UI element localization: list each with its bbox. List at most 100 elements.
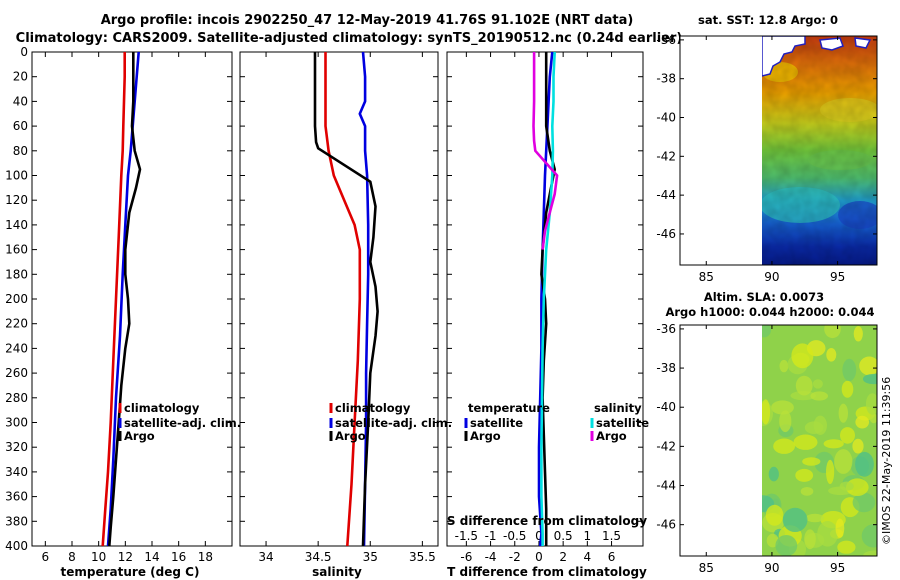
sla-blob: [835, 518, 845, 538]
sla-blob: [762, 325, 771, 338]
legend-label-t-argo: Argo: [470, 429, 501, 443]
sla-blob: [802, 457, 821, 466]
map-x-tick-label: 85: [699, 270, 714, 284]
sla-blob: [779, 410, 792, 433]
x-tick-label: 6: [608, 550, 616, 564]
series-line-argo: [108, 52, 142, 547]
x-tick-label: 10: [91, 550, 106, 564]
sla-blob: [775, 535, 798, 556]
sla-blob: [795, 375, 813, 396]
series-line-climatology: [101, 52, 126, 547]
depth-tick-label: 380: [5, 514, 28, 528]
map-y-tick-label: -42: [656, 439, 676, 453]
difference-panel: -6 -1.5 -4 -1 -2 -0.5 0 0 2 0.5 4 1 6 1.5: [447, 51, 643, 564]
x-tick-label: -6: [460, 550, 472, 564]
sla-blob: [765, 504, 784, 526]
x-tick-label: 18: [198, 550, 213, 564]
difference-legend: temperature satellite Argo salinity sate…: [464, 401, 649, 443]
depth-tick-label: 240: [5, 341, 28, 355]
legend-title-salinity: salinity: [594, 401, 642, 415]
x-tick-label: 4: [584, 550, 592, 564]
s-tick-label: -0.5: [503, 529, 526, 543]
sla-blob: [839, 481, 854, 491]
sla-blob: [773, 438, 795, 454]
legend-label-satellite-adj: satellite-adj. clim.: [124, 416, 241, 430]
difference-xlabel-t: T difference from climatology: [447, 565, 647, 579]
sla-blob: [862, 373, 877, 385]
map-x-tick-label: 95: [830, 561, 845, 575]
salinity-plot-frame: [239, 51, 439, 547]
sla-blob: [813, 415, 827, 435]
sla-anomaly-blobs: [762, 325, 877, 556]
sla-blob: [834, 449, 853, 474]
sla-blob: [855, 415, 869, 429]
x-tick-label: 35: [363, 550, 378, 564]
x-tick-label: 6: [42, 550, 50, 564]
sst-map-title: sat. SST: 12.8 Argo: 0: [698, 13, 838, 27]
x-tick-label: 2: [559, 550, 567, 564]
sla-blob: [855, 451, 874, 477]
sla-blob: [800, 487, 814, 496]
depth-tick-label: 320: [5, 440, 28, 454]
map-y-tick-label: -46: [656, 227, 676, 241]
depth-tick-label: 260: [5, 366, 28, 380]
depth-tick-label: 60: [13, 119, 28, 133]
temperature-legend: climatology satellite-adj. clim. Argo: [118, 401, 241, 443]
sst-cloud-mask: [762, 36, 806, 77]
sla-blob: [790, 391, 816, 401]
sla-blob: [852, 438, 864, 454]
sla-blob: [863, 550, 877, 556]
legend-label-argo: Argo: [124, 429, 155, 443]
s-tick-label: -1: [485, 529, 497, 543]
legend-label-t-satellite: satellite: [470, 416, 523, 430]
map-x-tick-label: 95: [830, 270, 845, 284]
depth-tick-label: 0: [20, 45, 28, 59]
legend-label-satellite-adj: satellite-adj. clim.: [335, 416, 452, 430]
series-line-temperature-argo: [540, 52, 557, 546]
sla-blob: [841, 380, 854, 398]
sla-blob: [782, 507, 808, 532]
sst-field: [762, 36, 877, 265]
sla-blob: [852, 492, 876, 513]
map-y-tick-label: -44: [656, 188, 676, 202]
depth-tick-label: 180: [5, 267, 28, 281]
series-line-satellite-adj-clim-: [106, 51, 140, 547]
s-tick-label: 0: [535, 529, 543, 543]
difference-xlabel-s: S difference from climatology: [447, 514, 647, 528]
sla-blob: [846, 478, 869, 497]
depth-tick-label: 300: [5, 416, 28, 430]
sla-blob: [779, 359, 789, 373]
depth-tick-label: 400: [5, 539, 28, 553]
x-tick-label: -4: [485, 550, 497, 564]
sla-blob: [804, 529, 816, 550]
s-tick-label: 1: [584, 529, 592, 543]
sla-blob: [853, 326, 863, 342]
sst-cloud-mask: [854, 37, 872, 49]
sla-blob: [810, 391, 828, 401]
sla-blob: [793, 434, 818, 450]
depth-axis: 0 20 40 60 80 100 120 140 160 180 200 220 240 260 280 3…: [5, 45, 28, 553]
sla-blob: [823, 439, 844, 449]
depth-tick-label: 200: [5, 292, 28, 306]
x-tick-label: 0: [535, 550, 543, 564]
sla-blob: [791, 343, 814, 369]
legend-title-temperature: temperature: [468, 401, 550, 415]
temperature-panel: 6 8 10 12 14 16 18: [32, 51, 232, 564]
x-tick-label: 12: [118, 550, 133, 564]
depth-tick-label: 360: [5, 490, 28, 504]
sla-map-title-1: Altim. SLA: 0.0073: [704, 290, 824, 304]
sla-blob: [768, 466, 779, 482]
depth-tick-label: 160: [5, 243, 28, 257]
map-x-tick-label: 90: [764, 561, 779, 575]
series-line-satellite-adj-clim-: [358, 51, 370, 547]
sla-blob: [861, 524, 877, 548]
x-tick-label: 35.5: [409, 550, 436, 564]
series-line-salinity-satellite: [540, 51, 556, 546]
map-x-tick-label: 90: [764, 270, 779, 284]
salinity-panel: 34 34.5 35 35.5: [240, 51, 438, 564]
sst-map-axes: 85 90 95 -36 -38 -40 -42 -44 -46: [656, 33, 877, 284]
sla-map-axes: 85 90 95 -36 -38 -40 -42 -44 -46: [656, 322, 877, 575]
sla-map-title-2: Argo h1000: 0.044 h2000: 0.044: [665, 305, 874, 319]
series-line-climatology: [324, 52, 362, 547]
header-line-2: Climatology: CARS2009. Satellite-adjuste…: [16, 31, 683, 46]
